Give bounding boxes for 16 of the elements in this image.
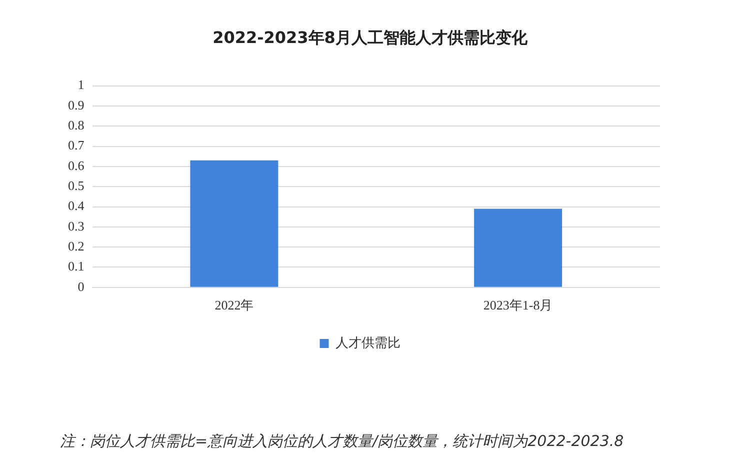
legend-label: 人才供需比 xyxy=(335,336,400,351)
y-tick-label: 0.2 xyxy=(68,238,84,254)
y-tick-label: 0.7 xyxy=(68,138,85,153)
y-tick-label: 0.9 xyxy=(68,97,84,112)
text: 注：岗位人才供需比=意向进入岗位的人才数量/岗位数量，统计时间为2022-2023.8 xyxy=(60,432,624,451)
x-tick-label: 2023年1-8月 xyxy=(483,298,553,313)
y-tick-label: 0.6 xyxy=(68,158,85,173)
y-tick-label: 0.5 xyxy=(68,178,84,194)
y-tick-label: 0.4 xyxy=(68,198,85,214)
y-tick-label: 0 xyxy=(78,278,84,294)
y-tick-label: 0.3 xyxy=(68,218,84,234)
y-tick-label: 0.1 xyxy=(68,258,84,274)
chart-title: 2022-2023年8月人工智能人才供需比变化 xyxy=(212,28,528,49)
x-tick-label: 2022年 xyxy=(214,298,254,313)
y-tick-label: 0.8 xyxy=(68,118,84,133)
y-tick-label: 1 xyxy=(78,77,84,92)
